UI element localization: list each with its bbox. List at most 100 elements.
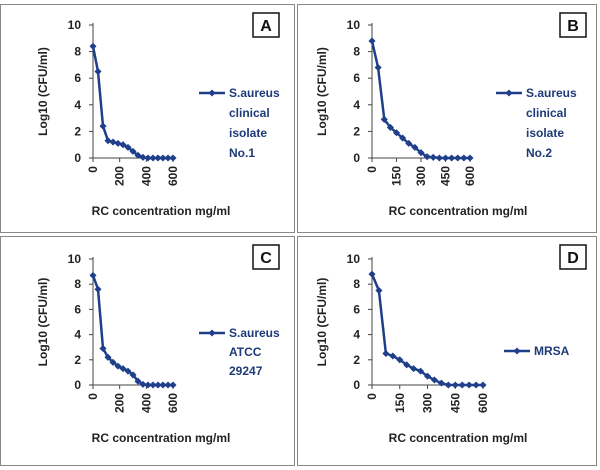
legend-label: MRSA [534,344,570,358]
data-point [466,154,474,162]
y-tick-label: 6 [353,302,360,316]
y-tick-label: 8 [74,45,81,59]
x-tick-label: 0 [365,166,379,173]
y-tick-label: 2 [353,124,360,138]
data-point [465,381,473,389]
y-tick-label: 0 [74,151,81,165]
data-point [149,154,157,162]
legend-label: isolate [229,126,267,140]
y-tick-label: 10 [68,252,82,266]
data-point [154,154,162,162]
panel-letter-a: A [260,18,272,35]
chart-svg-d: D 0 2 4 6 8 10 0 150 300 450 600 Log10 (CFU/ml) RC co… [315,244,587,445]
data-point [386,123,394,131]
panel-letter-d: D [567,250,579,267]
y-axis-title: Log10 (CFU/ml) [36,47,50,136]
data-point [382,349,390,358]
y-tick-label: 2 [353,353,360,367]
data-point [472,381,480,389]
legend-label: ATCC [229,345,262,359]
x-tick-label: 450 [448,393,462,413]
data-point [441,154,450,162]
y-axis-title: Log10 (CFU/ml) [315,278,329,367]
x-tick-label: 300 [414,166,428,186]
data-point [114,139,122,147]
x-tick-label: 600 [463,166,477,186]
panel-letter-b: B [567,18,579,35]
chart-svg-a: A 0 2 4 6 8 10 0 200 400 600 Log10 (CFU/ml) RC conce… [36,12,280,218]
x-tick-label: 0 [86,393,100,400]
data-point [109,138,117,146]
data-point [444,381,452,389]
legend-label: 29247 [229,364,263,378]
y-tick-label: 8 [353,45,360,59]
data-point [104,353,112,361]
y-tick-label: 6 [74,71,81,85]
y-axis-title: Log10 (CFU/ml) [315,47,329,136]
data-point [144,154,152,162]
series-line [370,40,470,160]
x-axis-title: RC concentration mg/ml [92,204,231,218]
data-point [129,147,137,155]
x-tick-label: 600 [476,393,490,413]
data-point [392,129,401,137]
y-tick-label: 4 [74,328,81,342]
data-point [119,365,127,373]
chart-panel-c: C 0 2 4 6 8 10 0 200 400 600 Log10 (CFU/ml) RC conce… [0,236,295,466]
data-point [89,42,97,50]
data-point [458,381,466,389]
y-tick-label: 2 [74,353,81,367]
legend-marker [208,89,216,97]
chart-panel-a: A 0 2 4 6 8 10 0 200 400 600 Log10 (CFU/ml) RC conce… [0,4,295,233]
data-point [423,153,431,161]
y-tick-label: 4 [353,328,360,342]
data-point [139,380,147,388]
panel-letter-box-b [559,12,587,38]
data-point [399,134,407,142]
data-point [119,141,127,149]
chart-svg-b: B 0 2 4 6 8 10 0 150 300 450 600 Log10 (CFU/ml) RC co… [315,12,587,218]
legend-label: isolate [526,126,564,140]
x-tick-label: 600 [166,393,180,413]
data-point [429,153,437,161]
x-tick-label: 450 [439,166,453,186]
legend-label: S.aureus [229,326,280,340]
data-point [159,381,167,389]
x-axis-title: RC concentration mg/ml [389,204,528,218]
panel-letter-box-a [252,12,280,38]
y-tick-label: 0 [74,378,81,392]
data-point [389,352,397,360]
legend-marker [505,89,513,97]
x-tick-label: 150 [393,393,407,413]
panel-letter-box-d [559,244,587,270]
chart-svg-c: C 0 2 4 6 8 10 0 200 400 600 Log10 (CFU/ml) RC conce… [36,244,280,445]
data-point [396,356,404,364]
panel-letter-box-c [252,244,280,270]
data-point [169,381,177,389]
y-tick-label: 8 [74,277,81,291]
legend-label: No.1 [229,146,255,160]
y-tick-label: 8 [353,277,360,291]
data-point [423,372,432,380]
data-point [89,271,97,279]
data-point [368,37,376,45]
data-point [403,361,411,369]
x-axis-title: RC concentration mg/ml [92,431,231,445]
y-tick-label: 6 [353,71,360,85]
data-point [417,367,425,375]
data-point [154,381,162,389]
data-point [164,381,172,389]
y-tick-label: 10 [68,18,82,32]
data-point [169,154,177,162]
data-point [149,381,157,389]
x-tick-label: 600 [166,166,180,186]
series-line [91,274,173,387]
chart-panel-d: D 0 2 4 6 8 10 0 150 300 450 600 Log10 (CFU/ml) RC co… [297,236,597,466]
y-tick-label: 0 [353,151,360,165]
x-tick-label: 400 [139,166,153,186]
x-tick-label: 0 [86,166,100,173]
y-tick-label: 4 [74,98,81,112]
x-tick-label: 150 [390,166,404,186]
x-tick-label: 200 [113,166,127,186]
x-tick-label: 200 [113,393,127,413]
